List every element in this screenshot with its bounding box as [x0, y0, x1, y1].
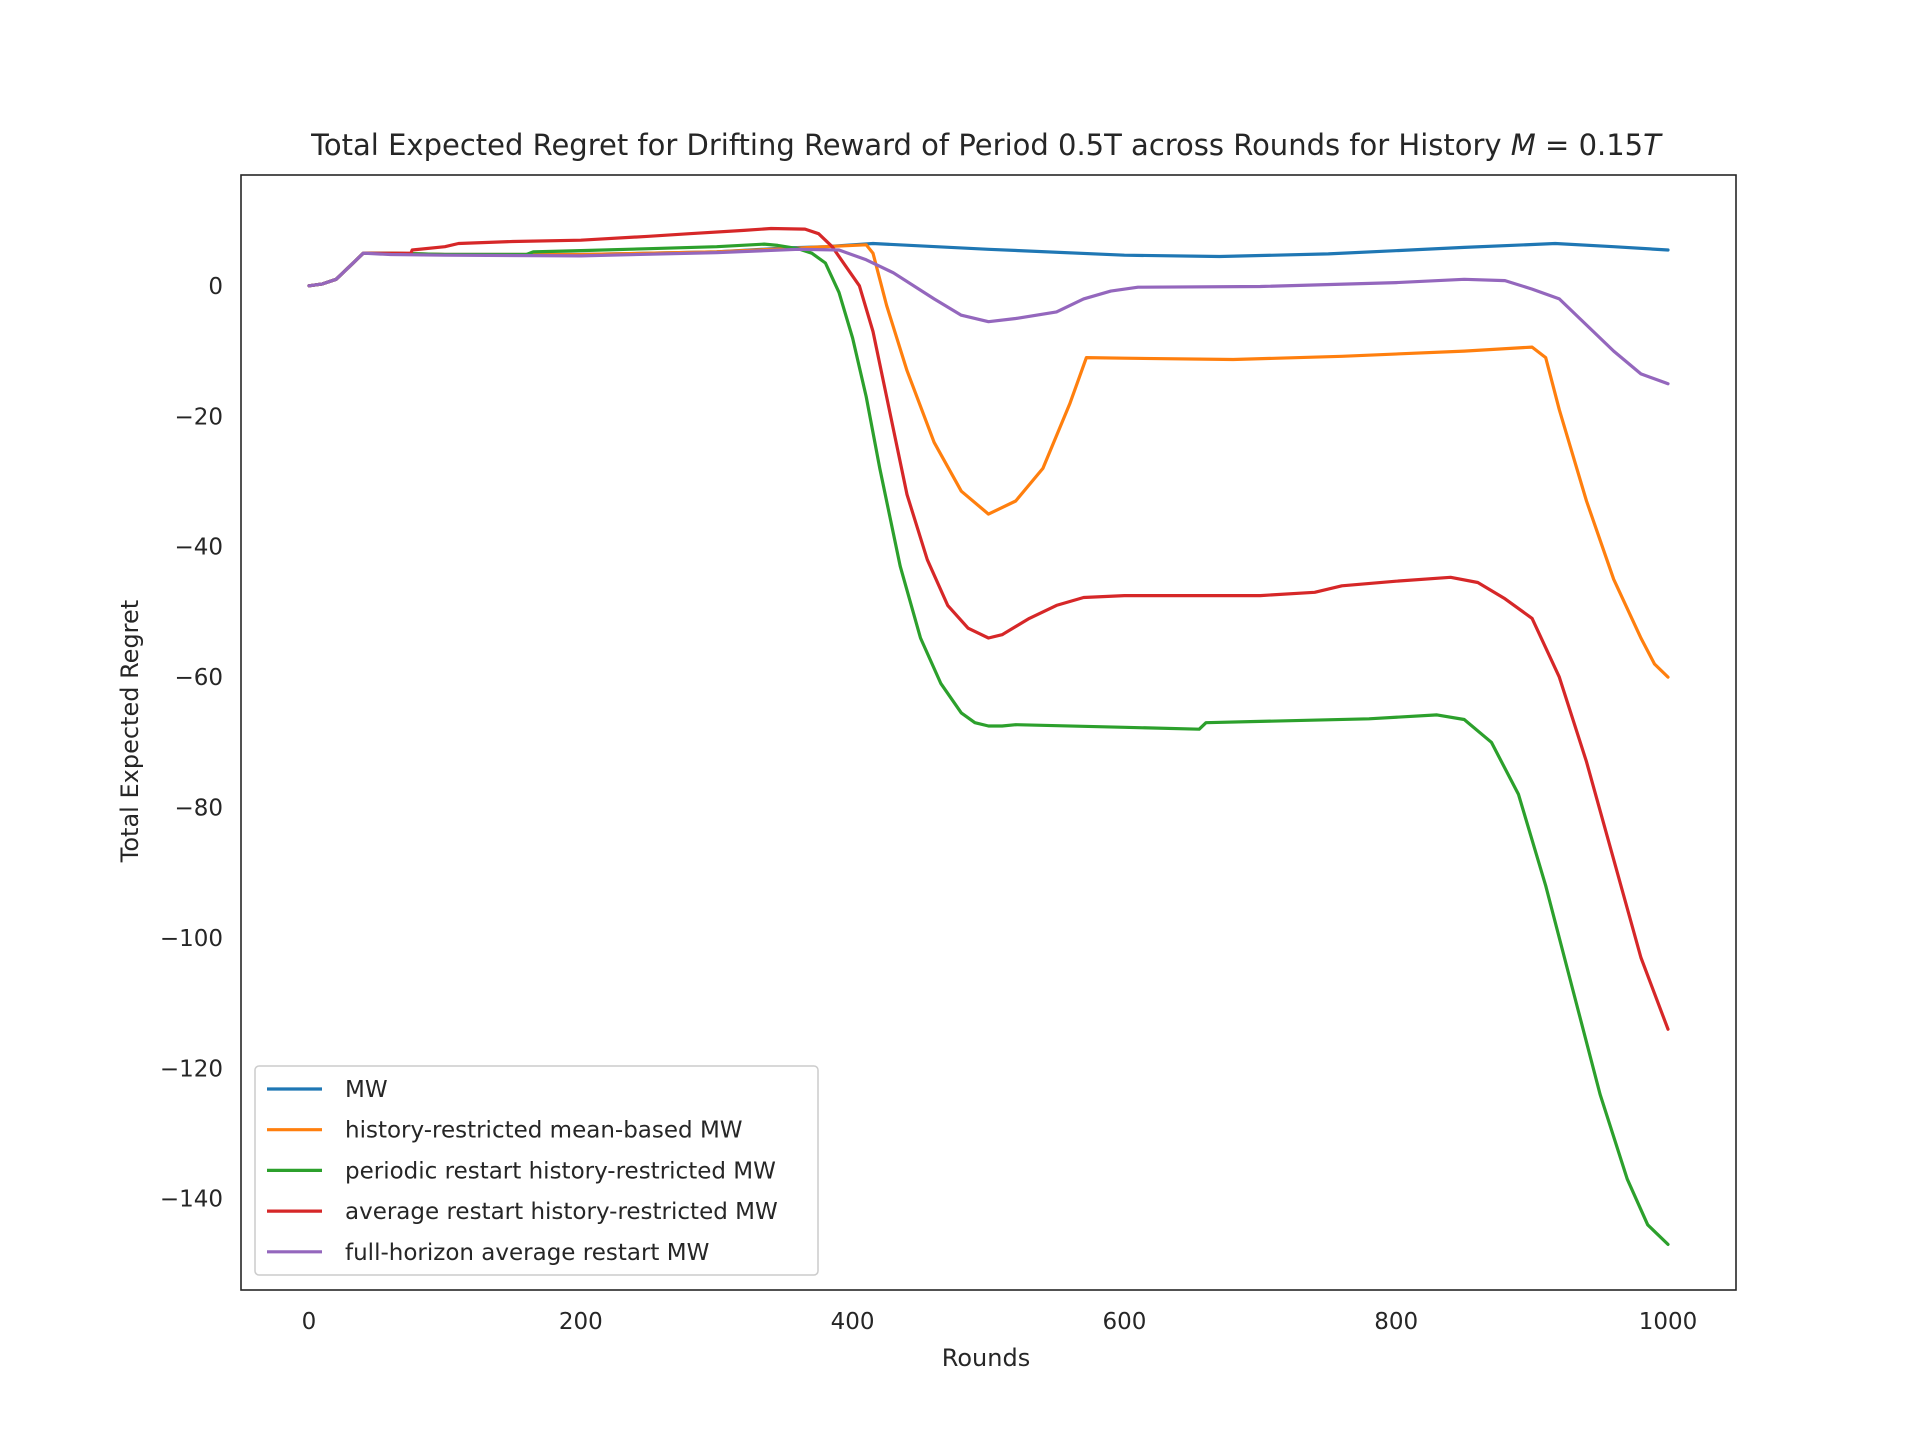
legend-box — [254, 1065, 819, 1276]
series-line-3 — [307, 226, 1670, 1031]
y-axis-ticks: 0 −20 −40 −60 −80 −100 −120 −140 — [160, 274, 223, 1213]
series-line-4 — [307, 247, 1670, 386]
legend-entries: MW history-restricted mean-based MW period… — [267, 1077, 778, 1266]
x-tick-label: 800 — [1374, 1309, 1418, 1335]
legend-label-4: full-horizon average restart MW — [345, 1240, 709, 1266]
x-tick-label: 0 — [302, 1309, 317, 1335]
x-tick-label: 1000 — [1639, 1309, 1698, 1335]
y-tick-label: −120 — [160, 1056, 223, 1082]
y-tick-label: −60 — [174, 665, 223, 691]
chart-title-math-symbol: M — [1511, 128, 1536, 162]
x-tick-label: 400 — [831, 1309, 875, 1335]
x-tick-label: 200 — [559, 1309, 603, 1335]
legend-label-0: MW — [345, 1077, 388, 1103]
x-tick-label: 600 — [1102, 1309, 1146, 1335]
y-tick-label: 0 — [208, 274, 223, 300]
y-tick-label: −100 — [160, 926, 223, 952]
y-tick-label: −140 — [160, 1187, 223, 1213]
chart-title-text: Total Expected Regret for Drifting Rewar… — [310, 128, 1511, 162]
y-tick-label: −80 — [174, 795, 223, 821]
legend-label-2: periodic restart history-restricted MW — [345, 1158, 776, 1184]
plot-frame — [240, 174, 1737, 1291]
y-axis-title: Total Expected Regret — [116, 600, 144, 863]
legend-label-3: average restart history-restricted MW — [345, 1199, 778, 1225]
legend-label-1: history-restricted mean-based MW — [345, 1118, 743, 1144]
x-axis-title: Rounds — [942, 1344, 1030, 1372]
chart-title-math-suffix: T — [1643, 128, 1663, 162]
plot-lines — [307, 226, 1670, 1247]
y-tick-label: −40 — [174, 535, 223, 561]
x-axis-ticks: 0 200 400 600 800 1000 — [302, 1309, 1698, 1335]
chart-title: Total Expected Regret for Drifting Rewar… — [310, 128, 1663, 162]
chart-title-math-rest: = 0.15 — [1536, 128, 1643, 162]
legend: MW history-restricted mean-based MW period… — [254, 1065, 819, 1276]
y-tick-label: −20 — [174, 404, 223, 430]
